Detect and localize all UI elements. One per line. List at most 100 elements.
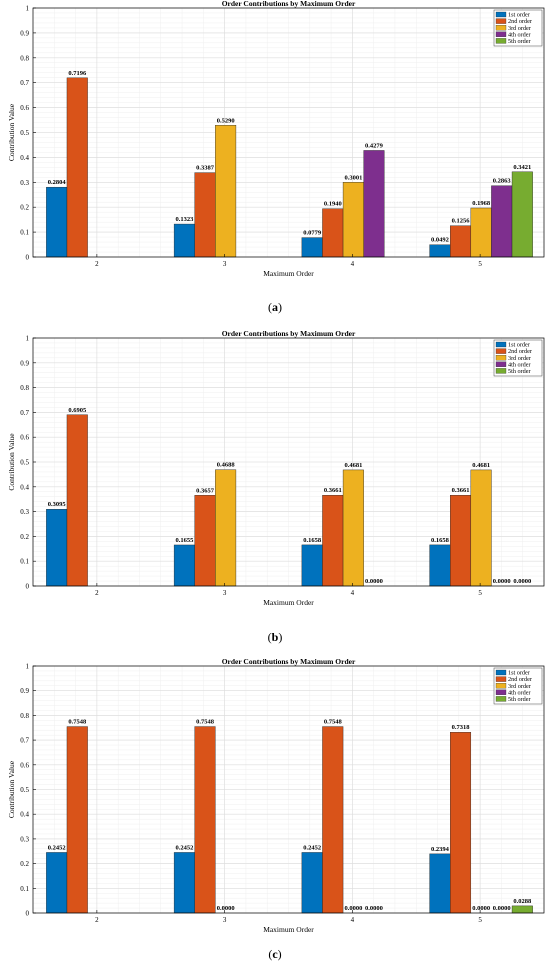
y-tick-label: 0.6 bbox=[20, 104, 29, 112]
bar-2nd-order-2 bbox=[66, 726, 88, 914]
data-label: 0.0000 bbox=[365, 905, 383, 912]
panel-label-c: c bbox=[272, 947, 278, 961]
panel-label-b: b bbox=[271, 630, 279, 644]
data-label: 0.1658 bbox=[303, 537, 322, 544]
bar-2nd-order-3 bbox=[194, 172, 216, 258]
legend-label: 5th order bbox=[508, 368, 531, 375]
bar-2nd-order-4 bbox=[322, 495, 344, 587]
data-label: 0.3001 bbox=[344, 174, 362, 181]
chart-panel-b: 0.3095 0.6905 0.1655 0.3657 0.4688 0.1658 0.36… bbox=[0, 328, 550, 655]
data-label: 0.4681 bbox=[344, 462, 362, 469]
x-tick-label: 3 bbox=[223, 589, 227, 597]
data-label: 0.0492 bbox=[431, 237, 449, 244]
legend-swatch bbox=[495, 676, 507, 682]
y-tick-label: 0.1 bbox=[20, 229, 29, 237]
legend-label: 3rd order bbox=[508, 683, 531, 690]
data-label: 0.3661 bbox=[452, 487, 470, 494]
bar-2nd-order-5 bbox=[450, 225, 472, 258]
data-label: 0.1323 bbox=[175, 216, 194, 223]
data-label: 0.2452 bbox=[303, 844, 321, 851]
y-tick-label: 0.9 bbox=[20, 29, 29, 37]
y-axis-label: Contribution Value bbox=[7, 433, 16, 491]
bar-1st-order-3 bbox=[173, 544, 195, 587]
bar-2nd-order-2 bbox=[66, 77, 88, 258]
bar-3rd-order-5 bbox=[470, 207, 492, 258]
data-label: 0.6905 bbox=[68, 407, 87, 414]
y-axis-label: Contribution Value bbox=[7, 760, 16, 818]
bar-4th-order-5 bbox=[491, 185, 513, 258]
bar-2nd-order-3 bbox=[194, 726, 216, 914]
data-label: 0.5290 bbox=[217, 117, 235, 124]
y-tick-label: 0.5 bbox=[20, 786, 29, 794]
legend-label: 4th order bbox=[508, 689, 531, 696]
chart-title: Order Contributions by Maximum Order bbox=[222, 0, 356, 8]
legend-label: 2nd order bbox=[508, 348, 532, 355]
y-tick-label: 0.5 bbox=[20, 459, 29, 467]
y-tick-label: 0 bbox=[26, 254, 30, 262]
x-tick-label: 4 bbox=[351, 916, 355, 924]
chart-b: 0.3095 0.6905 0.1655 0.3657 0.4688 0.1658 0.36… bbox=[7, 329, 545, 607]
x-tick-label: 3 bbox=[223, 916, 227, 924]
legend-swatch bbox=[495, 18, 507, 24]
bar-2nd-order-5 bbox=[450, 495, 472, 587]
data-label: 0.1940 bbox=[324, 201, 342, 208]
y-tick-label: 0.4 bbox=[20, 483, 29, 491]
data-label: 0.0000 bbox=[472, 905, 490, 912]
y-tick-label: 1 bbox=[26, 663, 30, 671]
legend-label: 3rd order bbox=[508, 25, 531, 32]
data-label: 0.1655 bbox=[175, 537, 194, 544]
y-tick-label: 0.6 bbox=[20, 761, 29, 769]
data-label: 0.2804 bbox=[48, 179, 67, 186]
y-tick-label: 0 bbox=[26, 910, 30, 918]
data-label: 0.4688 bbox=[217, 462, 236, 469]
y-tick-label: 0.8 bbox=[20, 54, 29, 62]
y-tick-label: 1 bbox=[26, 335, 30, 343]
y-tick-label: 0.8 bbox=[20, 384, 29, 392]
y-tick-label: 0.4 bbox=[20, 154, 29, 162]
panel-caption-c: (c) bbox=[268, 947, 282, 961]
chart-c: 0.24520.75480.24520.75480.00000.24520.75… bbox=[7, 657, 545, 934]
data-label: 0.3421 bbox=[513, 164, 531, 171]
x-tick-label: 2 bbox=[95, 589, 99, 597]
y-tick-label: 0.2 bbox=[20, 204, 29, 212]
x-axis-label: Maximum Order bbox=[263, 598, 314, 607]
bar-5th-order-5 bbox=[511, 171, 533, 258]
legend-swatch bbox=[495, 361, 507, 367]
legend-label: 5th order bbox=[508, 38, 531, 45]
y-tick-label: 0.8 bbox=[20, 712, 29, 720]
bar-5th-order-5 bbox=[511, 905, 533, 914]
data-label: 0.1658 bbox=[431, 537, 450, 544]
x-tick-label: 2 bbox=[95, 260, 99, 268]
x-axis-label: Maximum Order bbox=[263, 925, 314, 934]
data-label: 0.3095 bbox=[48, 501, 67, 508]
bar-1st-order-4 bbox=[301, 852, 323, 914]
y-tick-label: 0.1 bbox=[20, 558, 29, 566]
bar-1st-order-5 bbox=[429, 244, 451, 258]
y-tick-label: 0.9 bbox=[20, 687, 29, 695]
chart-title: Order Contributions by Maximum Order bbox=[222, 329, 356, 338]
bar-1st-order-5 bbox=[429, 544, 451, 587]
legend-label: 2nd order bbox=[508, 18, 532, 25]
data-label: 0.0000 bbox=[493, 578, 511, 585]
x-tick-label: 5 bbox=[478, 589, 482, 597]
data-label: 0.0779 bbox=[303, 230, 322, 237]
legend-label: 1st order bbox=[508, 12, 530, 19]
x-tick-label: 3 bbox=[223, 260, 227, 268]
chart-a: 0.2804 0.7196 0.1323 0.3387 0.5290 0.0779 0.19… bbox=[7, 0, 545, 278]
panel-label-a: a bbox=[272, 300, 278, 314]
legend-swatch bbox=[495, 348, 507, 354]
bar-3rd-order-4 bbox=[342, 469, 364, 587]
legend-swatch bbox=[495, 11, 507, 18]
legend-label: 5th order bbox=[508, 696, 531, 703]
y-axis-label: Contribution Value bbox=[7, 103, 16, 161]
legend-swatch bbox=[495, 669, 507, 676]
y-tick-label: 0.1 bbox=[20, 885, 29, 893]
x-tick-label: 4 bbox=[351, 260, 355, 268]
legend-label: 1st order bbox=[508, 342, 530, 349]
data-label: 0.7548 bbox=[324, 719, 343, 726]
y-tick-label: 0.7 bbox=[20, 409, 29, 417]
y-tick-label: 0.2 bbox=[20, 533, 29, 541]
data-label: 0.3387 bbox=[196, 165, 215, 172]
data-label: 0.7548 bbox=[196, 719, 215, 726]
data-label: 0.2452 bbox=[175, 844, 193, 851]
